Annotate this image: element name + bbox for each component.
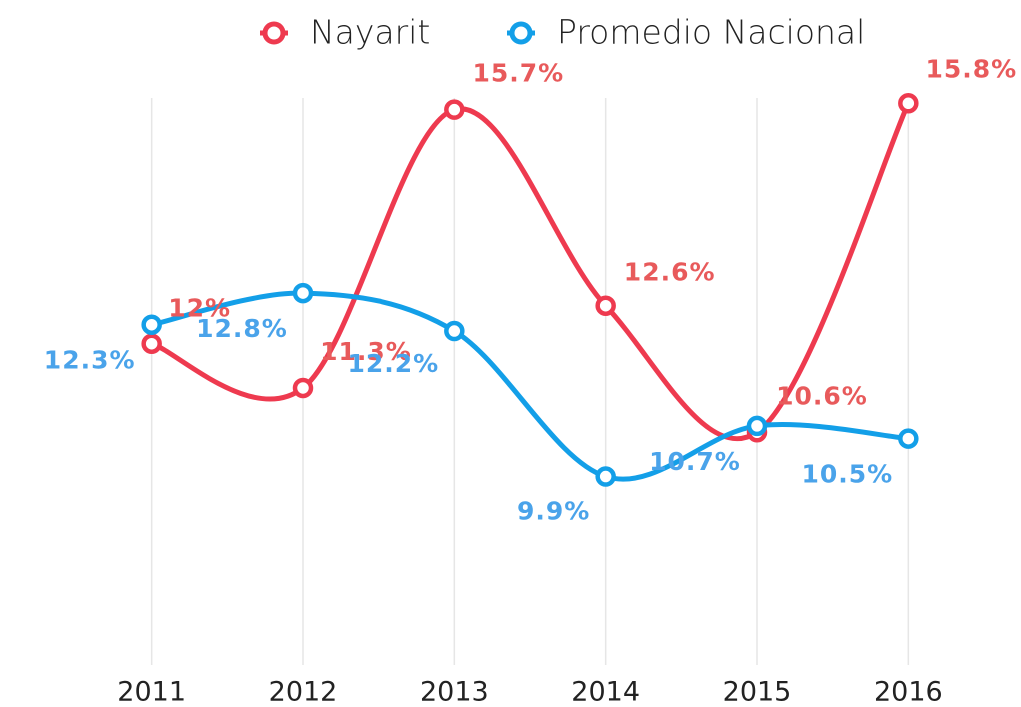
point	[141, 314, 162, 335]
x-tick-label: 2011	[117, 677, 186, 707]
data-label: 11.3%	[320, 337, 412, 366]
x-tick-label: 2015	[723, 677, 792, 707]
data-label: 15.8%	[925, 54, 1017, 83]
x-tick-label: 2012	[269, 677, 338, 707]
point	[292, 377, 314, 399]
data-label: 12.6%	[624, 258, 716, 287]
data-label: 12%	[168, 294, 231, 323]
x-tick-label: 2016	[874, 677, 943, 707]
point	[141, 333, 162, 354]
point	[898, 93, 919, 114]
point	[595, 466, 616, 487]
data-label: 15.7%	[472, 59, 564, 88]
point	[746, 415, 768, 437]
data-label: 10.5%	[801, 460, 893, 489]
x-tick-label: 2014	[571, 677, 640, 707]
data-label: 12.8%	[196, 314, 288, 343]
data-label: 10.6%	[776, 381, 868, 410]
x-tick-label: 2013	[420, 677, 489, 707]
point	[595, 295, 616, 316]
point	[444, 320, 465, 342]
legend-label: Promedio Nacional	[557, 13, 865, 52]
legend-marker	[509, 21, 533, 45]
point	[898, 428, 919, 449]
legend-marker	[262, 21, 286, 45]
data-label: 9.9%	[517, 497, 590, 526]
data-label: 12.3%	[44, 346, 136, 375]
legend-label: Nayarit	[310, 13, 430, 52]
point	[444, 99, 465, 120]
point	[292, 282, 314, 304]
data-label: 12.2%	[347, 349, 439, 378]
series-line	[151, 290, 909, 482]
data-label: 10.7%	[649, 447, 741, 476]
